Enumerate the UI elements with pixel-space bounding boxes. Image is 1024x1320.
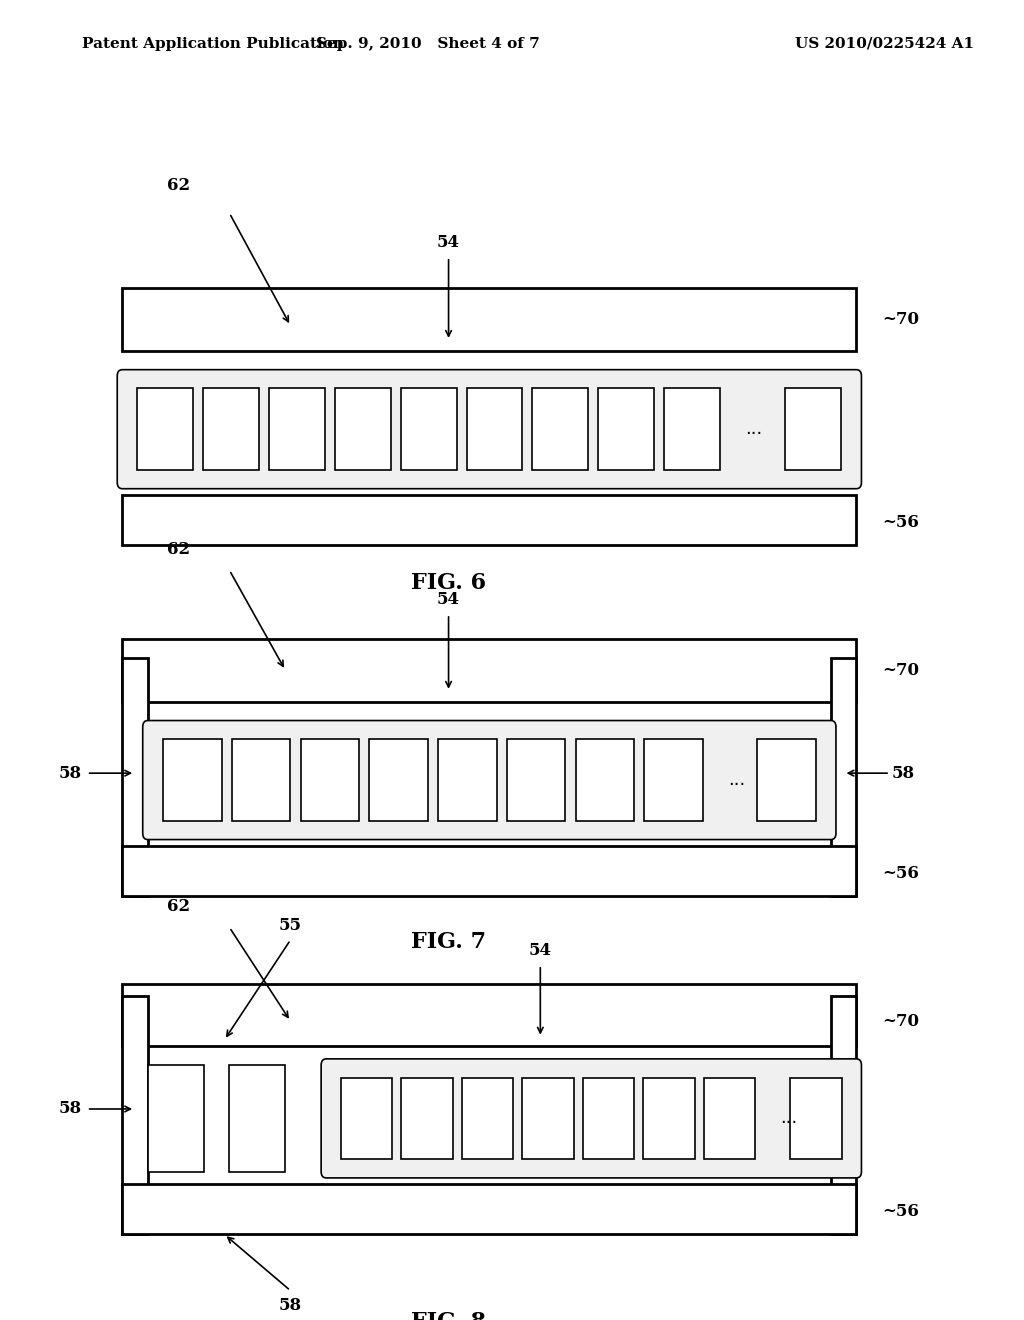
FancyBboxPatch shape	[400, 388, 457, 470]
Text: FIG. 6: FIG. 6	[411, 572, 486, 594]
FancyBboxPatch shape	[830, 657, 856, 896]
Text: 58: 58	[892, 764, 915, 781]
FancyBboxPatch shape	[122, 997, 147, 1234]
Text: FIG. 7: FIG. 7	[411, 932, 486, 953]
FancyBboxPatch shape	[335, 388, 391, 470]
Text: 58: 58	[58, 764, 82, 781]
Text: 62: 62	[167, 541, 190, 557]
FancyBboxPatch shape	[830, 997, 856, 1234]
FancyBboxPatch shape	[575, 739, 634, 821]
FancyBboxPatch shape	[643, 1077, 694, 1159]
FancyBboxPatch shape	[147, 1065, 204, 1172]
Text: 62: 62	[167, 898, 190, 915]
Text: ~56: ~56	[882, 865, 919, 882]
Text: Patent Application Publication: Patent Application Publication	[82, 37, 344, 51]
FancyBboxPatch shape	[598, 388, 654, 470]
FancyBboxPatch shape	[122, 846, 856, 896]
FancyBboxPatch shape	[122, 288, 856, 351]
Text: ~56: ~56	[882, 513, 919, 531]
Text: 62: 62	[167, 177, 190, 194]
Text: ...: ...	[728, 771, 745, 789]
Text: 58: 58	[279, 1298, 302, 1313]
FancyBboxPatch shape	[644, 739, 702, 821]
Text: 54: 54	[437, 234, 460, 251]
Text: ...: ...	[745, 420, 763, 438]
Text: 54: 54	[437, 591, 460, 607]
FancyBboxPatch shape	[122, 495, 856, 545]
FancyBboxPatch shape	[664, 388, 720, 470]
Text: 58: 58	[58, 1101, 82, 1118]
Text: ~70: ~70	[882, 1012, 919, 1030]
FancyBboxPatch shape	[122, 983, 856, 1047]
FancyBboxPatch shape	[122, 1184, 856, 1234]
Text: 54: 54	[528, 941, 552, 958]
FancyBboxPatch shape	[522, 1077, 573, 1159]
FancyBboxPatch shape	[137, 388, 194, 470]
Text: ~56: ~56	[882, 1204, 919, 1220]
FancyBboxPatch shape	[341, 1077, 392, 1159]
Text: ...: ...	[780, 1109, 797, 1127]
Text: ~70: ~70	[882, 312, 919, 329]
FancyBboxPatch shape	[757, 739, 815, 821]
Text: US 2010/0225424 A1: US 2010/0225424 A1	[796, 37, 974, 51]
FancyBboxPatch shape	[532, 388, 588, 470]
FancyBboxPatch shape	[142, 721, 836, 840]
FancyBboxPatch shape	[122, 639, 856, 702]
FancyBboxPatch shape	[401, 1077, 453, 1159]
FancyBboxPatch shape	[462, 1077, 513, 1159]
Text: ~70: ~70	[882, 661, 919, 678]
FancyBboxPatch shape	[438, 739, 497, 821]
Text: Sep. 9, 2010   Sheet 4 of 7: Sep. 9, 2010 Sheet 4 of 7	[316, 37, 540, 51]
FancyBboxPatch shape	[163, 739, 221, 821]
FancyBboxPatch shape	[269, 388, 325, 470]
FancyBboxPatch shape	[785, 388, 842, 470]
FancyBboxPatch shape	[467, 388, 522, 470]
FancyBboxPatch shape	[117, 370, 861, 488]
FancyBboxPatch shape	[583, 1077, 634, 1159]
FancyBboxPatch shape	[301, 739, 359, 821]
Text: FIG. 8: FIG. 8	[411, 1311, 486, 1320]
FancyBboxPatch shape	[703, 1077, 755, 1159]
FancyBboxPatch shape	[204, 388, 259, 470]
FancyBboxPatch shape	[122, 657, 147, 896]
Text: 55: 55	[280, 916, 302, 933]
FancyBboxPatch shape	[322, 1059, 861, 1177]
FancyBboxPatch shape	[370, 739, 428, 821]
FancyBboxPatch shape	[231, 739, 291, 821]
FancyBboxPatch shape	[507, 739, 565, 821]
FancyBboxPatch shape	[791, 1077, 842, 1159]
FancyBboxPatch shape	[229, 1065, 286, 1172]
